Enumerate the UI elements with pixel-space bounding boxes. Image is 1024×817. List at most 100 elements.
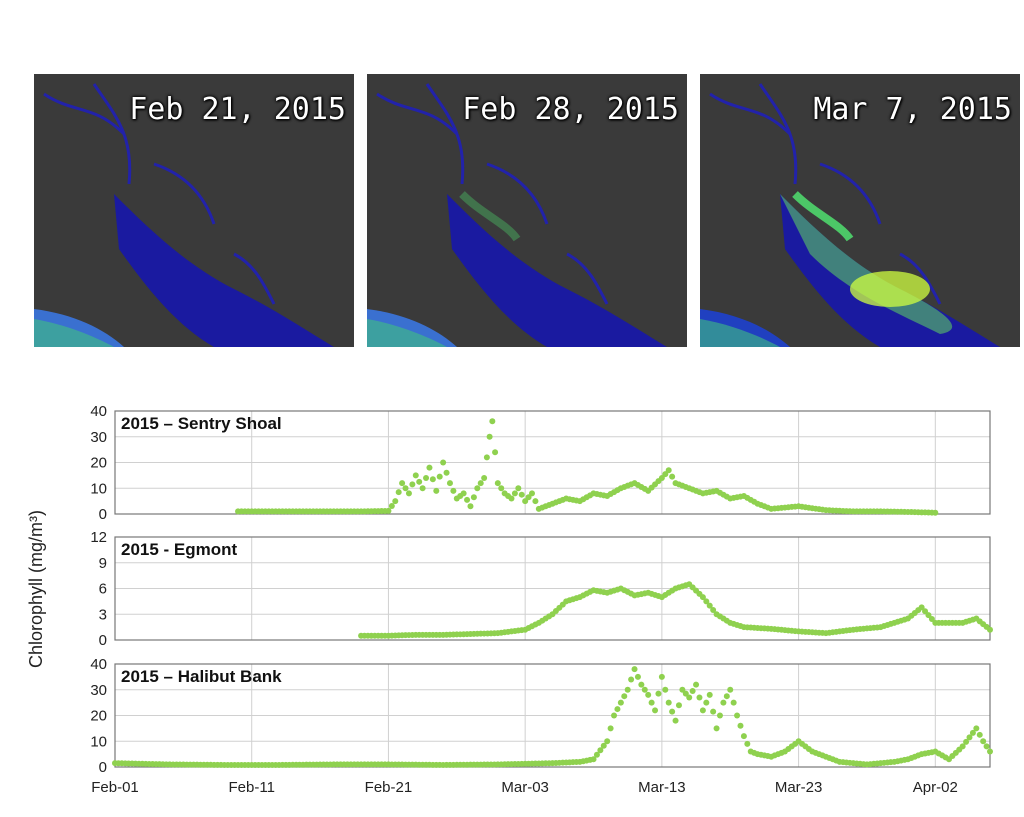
data-point bbox=[412, 472, 419, 479]
data-point bbox=[617, 699, 624, 706]
x-tick-label: Apr-02 bbox=[913, 779, 958, 796]
data-point-interp bbox=[928, 615, 935, 622]
data-point-interp bbox=[689, 688, 696, 695]
data-point bbox=[932, 509, 939, 516]
data-point bbox=[672, 717, 679, 724]
data-point bbox=[467, 503, 474, 510]
data-point bbox=[590, 756, 597, 763]
y-tick-label: 6 bbox=[99, 581, 107, 598]
data-point bbox=[481, 474, 488, 481]
data-point-interp bbox=[703, 598, 710, 605]
map-image-3 bbox=[700, 83, 1000, 347]
data-point-interp bbox=[597, 747, 604, 754]
data-point-interp bbox=[710, 708, 717, 715]
data-point-interp bbox=[682, 690, 689, 697]
data-point bbox=[652, 707, 659, 714]
panel-frame bbox=[114, 663, 991, 768]
x-tick-label: Feb-21 bbox=[365, 779, 413, 796]
data-point-interp bbox=[983, 743, 990, 750]
data-point-interp bbox=[662, 686, 669, 693]
data-point-interp bbox=[409, 481, 416, 488]
coastal-bloom bbox=[700, 319, 780, 347]
data-point bbox=[489, 418, 496, 425]
data-point-interp bbox=[628, 676, 635, 683]
data-point bbox=[611, 712, 618, 719]
data-point-interp bbox=[436, 473, 443, 480]
data-point bbox=[392, 498, 399, 505]
inlet-channel bbox=[758, 83, 798, 185]
data-point-interp bbox=[443, 469, 450, 476]
data-point bbox=[486, 433, 493, 440]
data-point-interp bbox=[477, 480, 484, 487]
data-point-interp bbox=[525, 494, 532, 501]
bloom-patch bbox=[850, 271, 930, 307]
data-point-interp bbox=[402, 485, 409, 492]
chart-panel-3: 0 10 20 30 40 2015 – Halibut Bank bbox=[90, 656, 993, 776]
data-point bbox=[515, 485, 522, 492]
data-point bbox=[446, 480, 453, 487]
y-tick-label: 0 bbox=[99, 506, 107, 523]
inlet-channel bbox=[153, 162, 216, 225]
data-point-interp bbox=[593, 751, 600, 758]
data-point bbox=[665, 467, 672, 474]
data-point-interp bbox=[634, 673, 641, 680]
data-point bbox=[699, 594, 706, 601]
data-point bbox=[399, 480, 406, 487]
inlet-channel bbox=[566, 252, 609, 305]
data-point bbox=[980, 738, 987, 745]
map-image-1 bbox=[34, 83, 334, 347]
data-point-interp bbox=[655, 690, 662, 697]
data-point bbox=[973, 725, 980, 732]
data-point bbox=[693, 681, 700, 688]
map-date-label-1: Feb 21, 2015 bbox=[129, 92, 346, 127]
data-point bbox=[604, 738, 611, 745]
data-point bbox=[686, 694, 693, 701]
y-axis-label: Chlorophyll (mg/m³) bbox=[26, 510, 46, 668]
data-point-interp bbox=[922, 608, 929, 615]
data-point bbox=[426, 464, 433, 471]
data-point-interp bbox=[696, 694, 703, 701]
data-point-interp bbox=[416, 478, 423, 485]
data-point-interp bbox=[648, 699, 655, 706]
inlet-channel bbox=[486, 162, 549, 225]
data-point bbox=[508, 495, 515, 502]
y-tick-label: 10 bbox=[90, 480, 107, 497]
x-tick-label: Feb-11 bbox=[229, 779, 275, 796]
y-tick-label: 20 bbox=[90, 455, 107, 472]
data-point-interp bbox=[675, 702, 682, 709]
chart-panel-1: 0 10 20 30 40 2015 – Sentry Shoal bbox=[90, 403, 991, 523]
data-point-interp bbox=[621, 693, 628, 700]
strait-water bbox=[780, 194, 1000, 347]
data-point-interp bbox=[518, 491, 525, 498]
data-point bbox=[658, 673, 665, 680]
chlorophyll-chart: 0 10 20 30 40 2015 – Sentry Shoal 0 3 6 9 12 2015 -… bbox=[26, 403, 993, 796]
inlet-channel bbox=[43, 92, 126, 136]
inlet-channel bbox=[819, 162, 882, 225]
y-tick-label: 30 bbox=[90, 429, 107, 446]
data-point-interp bbox=[963, 738, 970, 745]
data-point bbox=[483, 454, 490, 461]
data-point-interp bbox=[744, 740, 751, 747]
data-point bbox=[433, 487, 440, 494]
data-point-interp bbox=[532, 498, 539, 505]
y-tick-label: 40 bbox=[90, 656, 107, 673]
y-tick-label: 10 bbox=[90, 733, 107, 750]
data-point-interp bbox=[730, 699, 737, 706]
data-point bbox=[638, 681, 645, 688]
inlet-channel bbox=[709, 92, 792, 136]
map-panel-1: Feb 21, 2015 bbox=[34, 74, 354, 347]
data-point-interp bbox=[925, 612, 932, 619]
panel-frame bbox=[114, 536, 991, 641]
data-point bbox=[385, 507, 392, 514]
data-point bbox=[699, 707, 706, 714]
data-point-interp bbox=[710, 606, 717, 613]
data-point bbox=[918, 604, 925, 611]
y-tick-label: 30 bbox=[90, 682, 107, 699]
panel-title: 2015 - Egmont bbox=[121, 540, 238, 559]
strait-water bbox=[447, 194, 667, 347]
data-point-interp bbox=[706, 602, 713, 609]
data-point bbox=[419, 485, 426, 492]
data-point bbox=[734, 712, 741, 719]
data-point bbox=[740, 733, 747, 740]
data-point-interp bbox=[470, 494, 477, 501]
